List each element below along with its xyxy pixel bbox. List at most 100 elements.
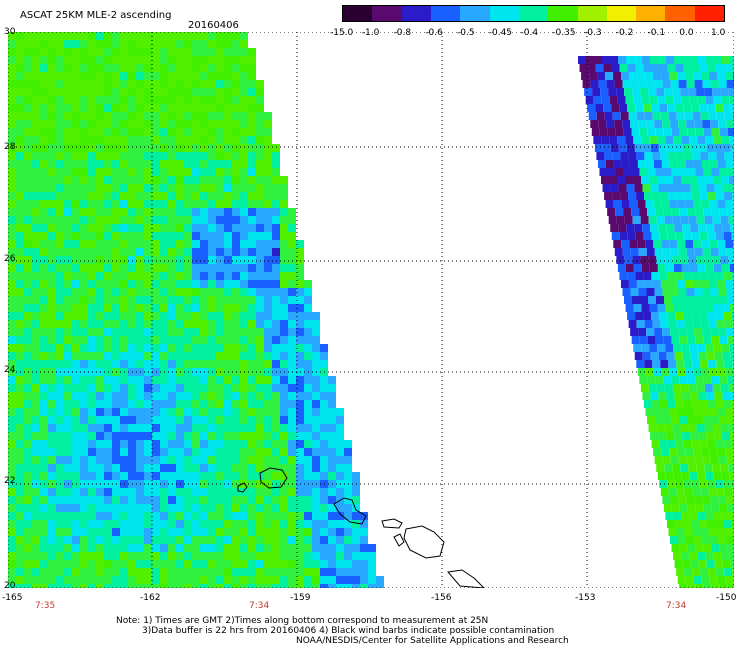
data-cell (64, 576, 72, 584)
data-cell (72, 520, 80, 528)
data-cell (208, 328, 216, 336)
data-cell (264, 544, 272, 552)
data-cell (706, 184, 715, 192)
data-cell (645, 368, 654, 376)
data-cell (96, 328, 104, 336)
data-cell (717, 240, 726, 248)
data-cell (152, 160, 160, 168)
data-cell (112, 200, 120, 208)
data-cell (272, 568, 280, 576)
data-cell (192, 504, 200, 512)
data-cell (698, 392, 707, 400)
data-cell (64, 400, 72, 408)
data-cell (120, 544, 128, 552)
data-cell (653, 408, 662, 416)
data-cell (730, 144, 734, 152)
data-cell (280, 504, 288, 512)
data-cell (232, 512, 240, 520)
data-cell (232, 376, 240, 384)
data-cell (681, 512, 690, 520)
data-cell (304, 456, 312, 464)
data-cell (344, 504, 352, 512)
data-cell (40, 256, 48, 264)
data-cell (136, 56, 144, 64)
data-cell (8, 64, 16, 72)
data-cell (304, 312, 312, 320)
data-cell (16, 288, 24, 296)
data-cell (216, 392, 224, 400)
data-cell (256, 528, 264, 536)
data-cell (248, 72, 256, 80)
data-cell (136, 32, 144, 40)
data-cell (112, 216, 120, 224)
data-cell (232, 248, 240, 256)
data-cell (352, 512, 360, 520)
data-cell (192, 576, 200, 584)
data-cell (80, 176, 88, 184)
colorbar-tick-label: 1.0 (711, 28, 726, 38)
data-cell (280, 512, 288, 520)
data-cell (296, 448, 304, 456)
data-cell (700, 360, 709, 368)
data-cell (280, 192, 288, 200)
data-cell (665, 344, 674, 352)
data-cell (104, 416, 112, 424)
data-cell (40, 192, 48, 200)
data-cell (216, 56, 224, 64)
data-cell (697, 552, 706, 560)
data-cell (312, 352, 320, 360)
data-cell (272, 360, 280, 368)
data-cell (192, 424, 200, 432)
data-cell (727, 168, 734, 176)
data-cell (112, 432, 120, 440)
data-cell (612, 192, 621, 200)
data-cell (704, 256, 713, 264)
data-cell (304, 440, 312, 448)
data-cell (716, 112, 725, 120)
data-cell (56, 304, 64, 312)
data-cell (80, 344, 88, 352)
data-cell (304, 376, 312, 384)
data-cell (690, 56, 698, 64)
data-cell (200, 504, 208, 512)
data-cell (232, 456, 240, 464)
data-cell (88, 496, 96, 504)
data-cell (128, 576, 136, 584)
data-cell (617, 176, 626, 184)
data-cell (40, 264, 48, 272)
data-cell (666, 144, 675, 152)
data-cell (96, 120, 104, 128)
data-cell (136, 528, 144, 536)
data-cell (104, 328, 112, 336)
data-cell (669, 240, 678, 248)
data-cell (64, 200, 72, 208)
data-cell (304, 384, 312, 392)
data-cell (604, 192, 613, 200)
data-cell (152, 432, 160, 440)
data-cell (16, 448, 24, 456)
data-cell (661, 240, 670, 248)
data-cell (8, 544, 16, 552)
data-cell (336, 456, 344, 464)
data-cell (607, 208, 616, 216)
data-cell (296, 328, 304, 336)
data-cell (184, 472, 192, 480)
data-cell (96, 168, 104, 176)
data-cell (144, 336, 152, 344)
data-cell (64, 392, 72, 400)
data-cell (136, 552, 144, 560)
data-cell (632, 256, 641, 264)
data-cell (104, 536, 112, 544)
data-cell (56, 376, 64, 384)
data-cell (224, 576, 232, 584)
data-cell (152, 64, 160, 72)
data-cell (184, 88, 192, 96)
data-cell (240, 536, 248, 544)
data-cell (720, 88, 729, 96)
data-cell (200, 400, 208, 408)
data-cell (16, 336, 24, 344)
data-cell (128, 256, 136, 264)
data-cell (120, 400, 128, 408)
data-cell (168, 184, 176, 192)
data-cell (256, 88, 264, 96)
